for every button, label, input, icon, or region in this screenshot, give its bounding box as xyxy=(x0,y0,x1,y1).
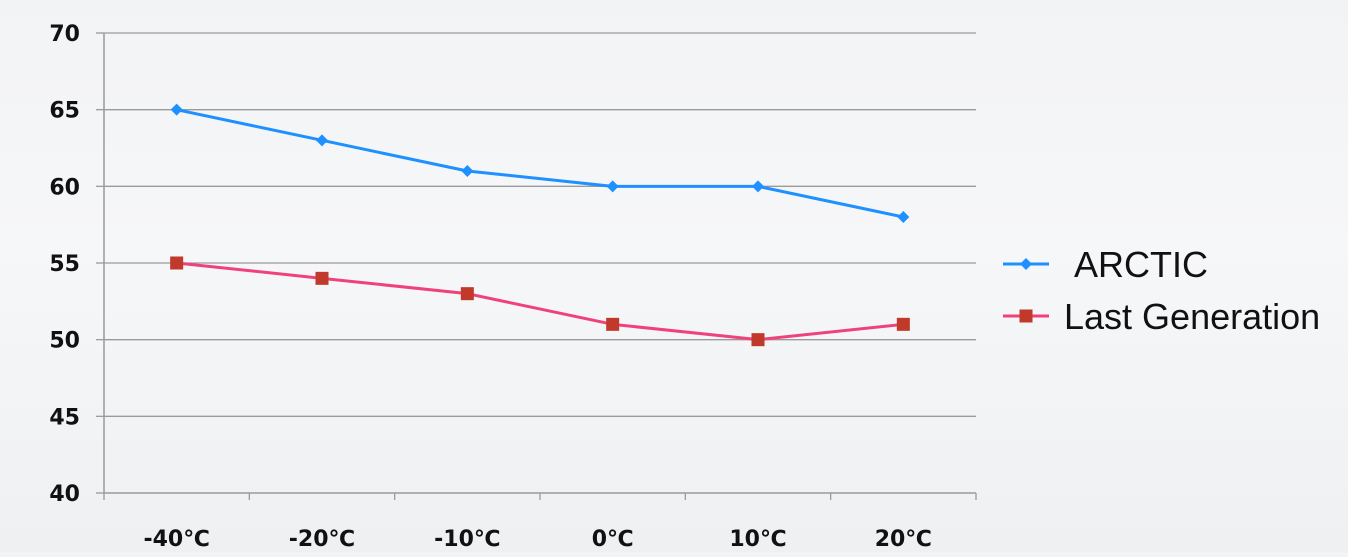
y-tick-label: 55 xyxy=(49,252,80,277)
data-point xyxy=(315,271,329,285)
x-tick-label: -20℃ xyxy=(289,527,355,552)
x-tick-label: -10℃ xyxy=(434,527,500,552)
gridlines xyxy=(104,32,976,417)
y-tick-label: 60 xyxy=(49,175,80,200)
series-line-arctic xyxy=(175,108,905,219)
data-point xyxy=(897,211,910,223)
legend-label: Last Generation xyxy=(1064,296,1320,337)
x-tick-label: 10℃ xyxy=(729,527,786,552)
data-point xyxy=(170,103,183,116)
y-tick-label: 45 xyxy=(49,405,80,430)
data-point xyxy=(752,180,764,193)
data-point xyxy=(606,317,620,331)
x-tick-label: 0℃ xyxy=(592,527,634,552)
data-point xyxy=(896,317,910,331)
data-point xyxy=(460,287,474,301)
data-point xyxy=(170,256,184,270)
data-point xyxy=(751,333,765,347)
y-tick-label: 65 xyxy=(49,99,80,124)
data-point xyxy=(461,165,474,177)
y-tick-label: 40 xyxy=(49,482,80,507)
y-tick-label: 50 xyxy=(49,329,80,354)
legend-label: ARCTIC xyxy=(1074,244,1208,285)
data-point xyxy=(316,134,328,147)
series-line-last-generation xyxy=(175,261,905,342)
legend: ARCTIC Last Generation xyxy=(1003,244,1320,337)
legend-marker xyxy=(1020,258,1032,270)
axes: 40 45 50 55 60 65 70 -40℃ -20℃ -10℃ 0℃ 10℃ 20℃ xyxy=(49,22,977,552)
data-point xyxy=(606,180,619,193)
legend-marker xyxy=(1019,309,1033,323)
x-tick-label: -40℃ xyxy=(143,527,209,552)
y-tick-label: 70 xyxy=(49,22,80,47)
series xyxy=(170,103,910,347)
x-tick-label: 20℃ xyxy=(875,527,932,552)
